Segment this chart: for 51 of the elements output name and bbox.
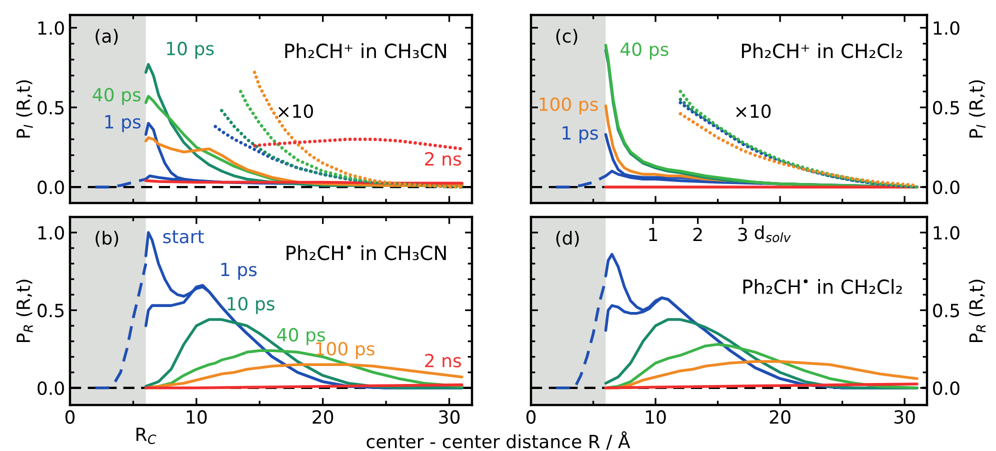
x-tick-label: 10	[186, 410, 207, 424]
x-axis-title: center - center distance R / Å	[366, 431, 630, 450]
x-tick-label: 30	[894, 410, 915, 424]
y-tick-label: 0.0	[38, 381, 64, 396]
series-label: start	[163, 230, 204, 244]
x-tick-label: 30	[439, 410, 460, 424]
text: Ph₂CH$^{•}$ in CH₂Cl₂	[743, 279, 902, 294]
band-label: R$_{C}$	[136, 428, 156, 444]
x-tick-label: 20	[312, 410, 334, 424]
y2-tick-label: 0.5	[933, 304, 959, 318]
y-tick-label: 1.0	[38, 21, 64, 35]
y2-tick-label: 0.0	[933, 381, 960, 396]
series-label: 1 ps	[562, 126, 598, 144]
series-label: 100 ps	[540, 97, 598, 115]
text: Ph₂CH⁺ in CH₃CN	[285, 43, 446, 58]
series-label: 10 ps	[167, 42, 214, 59]
series-label: 1 ps	[105, 115, 141, 132]
x-tick-label: 10	[646, 410, 666, 424]
text: Ph₂CH⁺ in CH₂Cl₂	[742, 43, 902, 58]
annotation: (b)	[96, 230, 118, 247]
x-tick-label: 20	[770, 410, 790, 424]
series-label: 40 ps	[92, 88, 141, 105]
y2-axis-title: P$_{R}$ (R,t)	[968, 280, 986, 342]
annotation: ×10	[278, 104, 313, 118]
y2-tick-label: 0.0	[933, 180, 960, 194]
x2-tick-label: 2	[693, 228, 702, 242]
y2-tick-label: 0.5	[933, 100, 959, 115]
annotation: ×10	[736, 104, 771, 118]
x2-axis-title: d$_{solv}$	[754, 225, 791, 242]
series-label: 2 ns	[425, 354, 462, 368]
y-tick-label: 0.5	[38, 100, 64, 115]
annotation: (c)	[556, 28, 578, 45]
y-axis-title: P$_{I}$ (R,t)	[16, 80, 33, 138]
y2-tick-label: 1.0	[934, 21, 960, 35]
y-tick-label: 0.5	[38, 304, 64, 318]
series-label: 10 ps	[228, 296, 274, 314]
annotation: (a)	[96, 28, 118, 45]
y2-tick-label: 1.0	[934, 226, 960, 240]
series-label: 1 ps	[221, 262, 257, 280]
y-tick-label: 0.0	[38, 180, 64, 194]
y-tick-label: 1.0	[38, 226, 64, 240]
x-tick-label: 0	[65, 410, 75, 424]
text: Ph₂CH$^{•}$ in CH₃CN	[286, 245, 446, 260]
x2-tick-label: 3	[738, 228, 747, 242]
x2-tick-label: 1	[649, 228, 658, 242]
series-label: 2 ns	[425, 152, 462, 166]
y-axis-title: P$_{R}$ (R,t)	[16, 280, 33, 342]
annotation: (d)	[556, 230, 579, 247]
x-tick-label: 0	[526, 410, 536, 424]
y2-axis-title: P$_{I}$ (R,t)	[968, 80, 986, 138]
series-label: 40 ps	[620, 42, 668, 60]
